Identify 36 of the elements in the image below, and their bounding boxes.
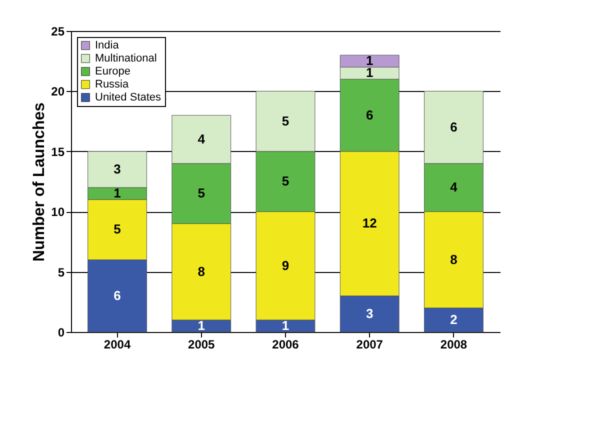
data-label: 5 bbox=[198, 186, 205, 201]
data-label: 4 bbox=[198, 131, 206, 146]
legend-label: Europe bbox=[95, 66, 130, 78]
x-tick-label: 2005 bbox=[188, 338, 216, 352]
y-tick-label: 25 bbox=[51, 24, 65, 38]
x-tick-label: 2004 bbox=[104, 338, 131, 352]
data-label: 5 bbox=[282, 113, 290, 128]
data-label: 6 bbox=[114, 288, 121, 303]
data-label: 3 bbox=[114, 161, 121, 176]
x-tick-label: 2007 bbox=[356, 338, 384, 352]
data-label: 9 bbox=[282, 258, 290, 273]
data-label: 6 bbox=[450, 119, 458, 134]
data-label: 1 bbox=[114, 186, 121, 201]
y-tick-label: 5 bbox=[58, 265, 65, 280]
data-label: 1 bbox=[282, 318, 290, 333]
y-tick-label: 15 bbox=[51, 144, 65, 159]
data-label: 8 bbox=[450, 252, 458, 267]
x-tick-label: 2006 bbox=[272, 338, 300, 352]
data-label: 2 bbox=[450, 312, 458, 327]
data-label: 6 bbox=[366, 107, 374, 122]
legend-label: Russia bbox=[95, 78, 130, 90]
data-label: 1 bbox=[198, 318, 205, 333]
x-tick-label: 2008 bbox=[440, 338, 468, 352]
data-label: 5 bbox=[282, 174, 290, 188]
data-label: 12 bbox=[362, 216, 377, 231]
data-label: 4 bbox=[450, 180, 458, 195]
legend-label: India bbox=[95, 40, 120, 52]
data-label: 8 bbox=[198, 264, 205, 279]
y-axis-title: Number of Launches bbox=[31, 102, 48, 262]
data-label: 3 bbox=[366, 306, 374, 321]
data-label: 5 bbox=[114, 222, 121, 237]
legend-label: United States bbox=[95, 92, 162, 104]
y-tick-label: 10 bbox=[51, 205, 65, 220]
legend-label: Multinational bbox=[95, 52, 157, 64]
y-tick-label: 0 bbox=[58, 326, 65, 340]
y-tick-label: 20 bbox=[51, 84, 65, 99]
